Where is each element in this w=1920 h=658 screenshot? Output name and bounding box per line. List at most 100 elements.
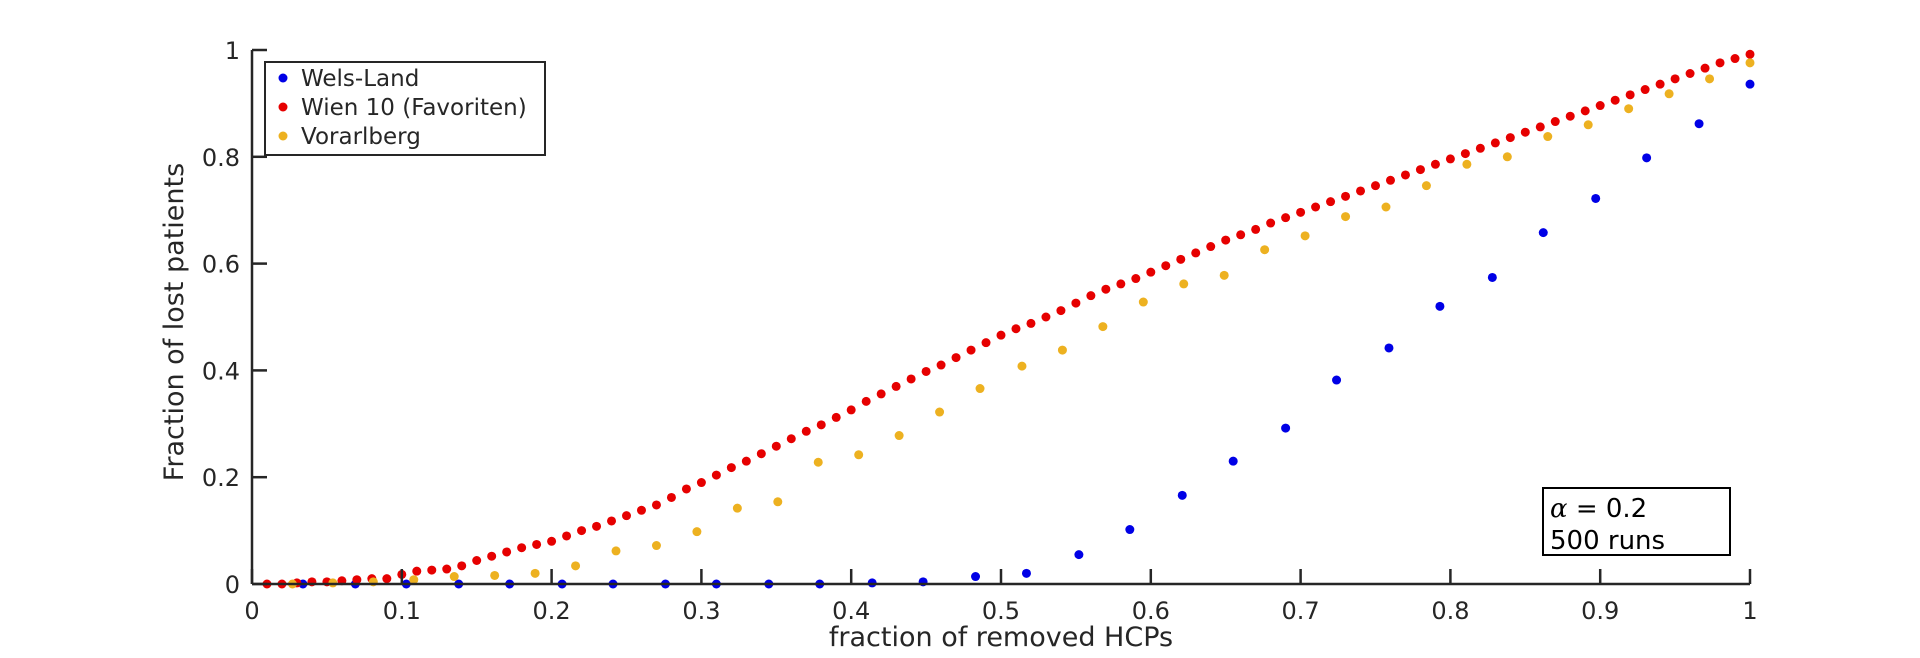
data-point xyxy=(1745,79,1755,89)
data-point xyxy=(1705,74,1715,84)
x-tick-label: 0.1 xyxy=(383,597,421,625)
data-point xyxy=(1415,165,1425,175)
y-axis-label: Fraction of lost patients xyxy=(159,163,190,481)
data-point xyxy=(1381,202,1391,212)
data-point xyxy=(1057,345,1067,355)
data-point xyxy=(1281,213,1291,223)
data-point xyxy=(816,420,826,430)
data-point xyxy=(1300,231,1310,241)
data-point xyxy=(951,353,961,363)
data-point xyxy=(651,541,661,551)
x-tick-label: 0.2 xyxy=(533,597,571,625)
data-point xyxy=(457,561,467,571)
data-point xyxy=(1179,279,1189,289)
data-point xyxy=(1535,122,1545,132)
data-point xyxy=(571,561,581,571)
data-point xyxy=(1435,301,1445,311)
data-point xyxy=(1538,228,1548,238)
x-tick-label: 0.8 xyxy=(1431,597,1469,625)
data-point xyxy=(1700,63,1710,73)
y-tick-label: 0 xyxy=(225,571,240,599)
data-point xyxy=(1341,191,1351,201)
data-point xyxy=(1625,90,1635,100)
data-point xyxy=(1017,361,1027,371)
legend-label: Wien 10 (Favoriten) xyxy=(301,95,527,121)
legend-label: Wels-Land xyxy=(301,66,419,92)
x-tick-label: 0.3 xyxy=(682,597,720,625)
data-point xyxy=(756,449,766,459)
data-point xyxy=(854,450,864,460)
data-point xyxy=(696,478,706,488)
x-tick-label: 0.6 xyxy=(1132,597,1170,625)
data-point xyxy=(726,463,736,473)
legend-marker xyxy=(278,131,288,141)
data-point xyxy=(622,511,631,521)
data-point xyxy=(1745,49,1755,59)
data-point xyxy=(530,568,540,578)
data-point xyxy=(996,330,1006,340)
data-point xyxy=(906,374,916,384)
y-tick-label: 0.2 xyxy=(202,464,240,492)
data-point xyxy=(1610,95,1620,105)
data-point xyxy=(412,566,422,576)
data-point xyxy=(1595,101,1605,111)
data-point xyxy=(442,564,452,574)
data-point xyxy=(894,431,904,441)
data-point xyxy=(1341,212,1351,222)
data-point xyxy=(1487,272,1497,282)
x-axis-label: fraction of removed HCPs xyxy=(829,622,1173,653)
data-point xyxy=(666,492,676,502)
data-point xyxy=(502,547,512,557)
x-tick-label: 0.4 xyxy=(832,597,870,625)
data-point xyxy=(1146,267,1156,277)
data-point xyxy=(741,456,751,466)
data-point xyxy=(771,441,781,451)
data-point xyxy=(1502,152,1512,162)
data-point xyxy=(577,526,587,536)
data-point xyxy=(1296,207,1306,217)
data-point xyxy=(1670,74,1680,84)
data-point xyxy=(1565,111,1575,121)
data-point xyxy=(1228,456,1238,466)
data-point xyxy=(1101,284,1111,294)
data-point xyxy=(971,572,981,582)
data-point xyxy=(1505,133,1515,143)
series-2 xyxy=(287,58,1755,589)
data-point xyxy=(1445,154,1455,164)
data-point xyxy=(472,556,482,566)
data-point xyxy=(891,381,901,391)
data-point xyxy=(449,572,459,582)
data-point xyxy=(1421,181,1431,191)
data-point xyxy=(1356,186,1366,196)
alpha-symbol: α xyxy=(1550,494,1568,524)
data-point xyxy=(1021,568,1031,578)
data-point xyxy=(1664,89,1674,99)
y-axis-ticks: 0 0.2 0.4 0.6 0.8 1 xyxy=(202,37,267,599)
data-point xyxy=(975,384,985,394)
data-point xyxy=(1384,343,1394,353)
axes: 0 0.1 0.2 0.3 0.4 0.5 0.6 0.7 0.8 0.9 1 0 0.2 0.4 0.6… xyxy=(159,37,1758,653)
x-tick-label: 0.7 xyxy=(1282,597,1320,625)
data-point xyxy=(1520,127,1530,137)
legend-marker xyxy=(278,102,288,112)
y-tick-label: 0.6 xyxy=(202,251,240,279)
x-tick-label: 0 xyxy=(244,597,259,625)
data-point xyxy=(1131,274,1141,284)
data-point xyxy=(607,516,617,526)
data-point xyxy=(592,521,602,531)
data-point xyxy=(711,470,721,480)
legend-label: Vorarlberg xyxy=(301,124,421,150)
data-point xyxy=(981,338,991,348)
data-point xyxy=(786,434,796,444)
data-point xyxy=(1086,291,1096,301)
annotation-border xyxy=(1542,487,1731,556)
data-point xyxy=(1236,230,1246,240)
data-point xyxy=(773,497,783,507)
data-point xyxy=(1177,490,1187,500)
data-point xyxy=(409,575,419,585)
data-point xyxy=(876,389,886,399)
data-point xyxy=(382,574,392,584)
data-point xyxy=(1326,197,1336,207)
data-point xyxy=(732,503,742,513)
data-point xyxy=(801,426,811,436)
